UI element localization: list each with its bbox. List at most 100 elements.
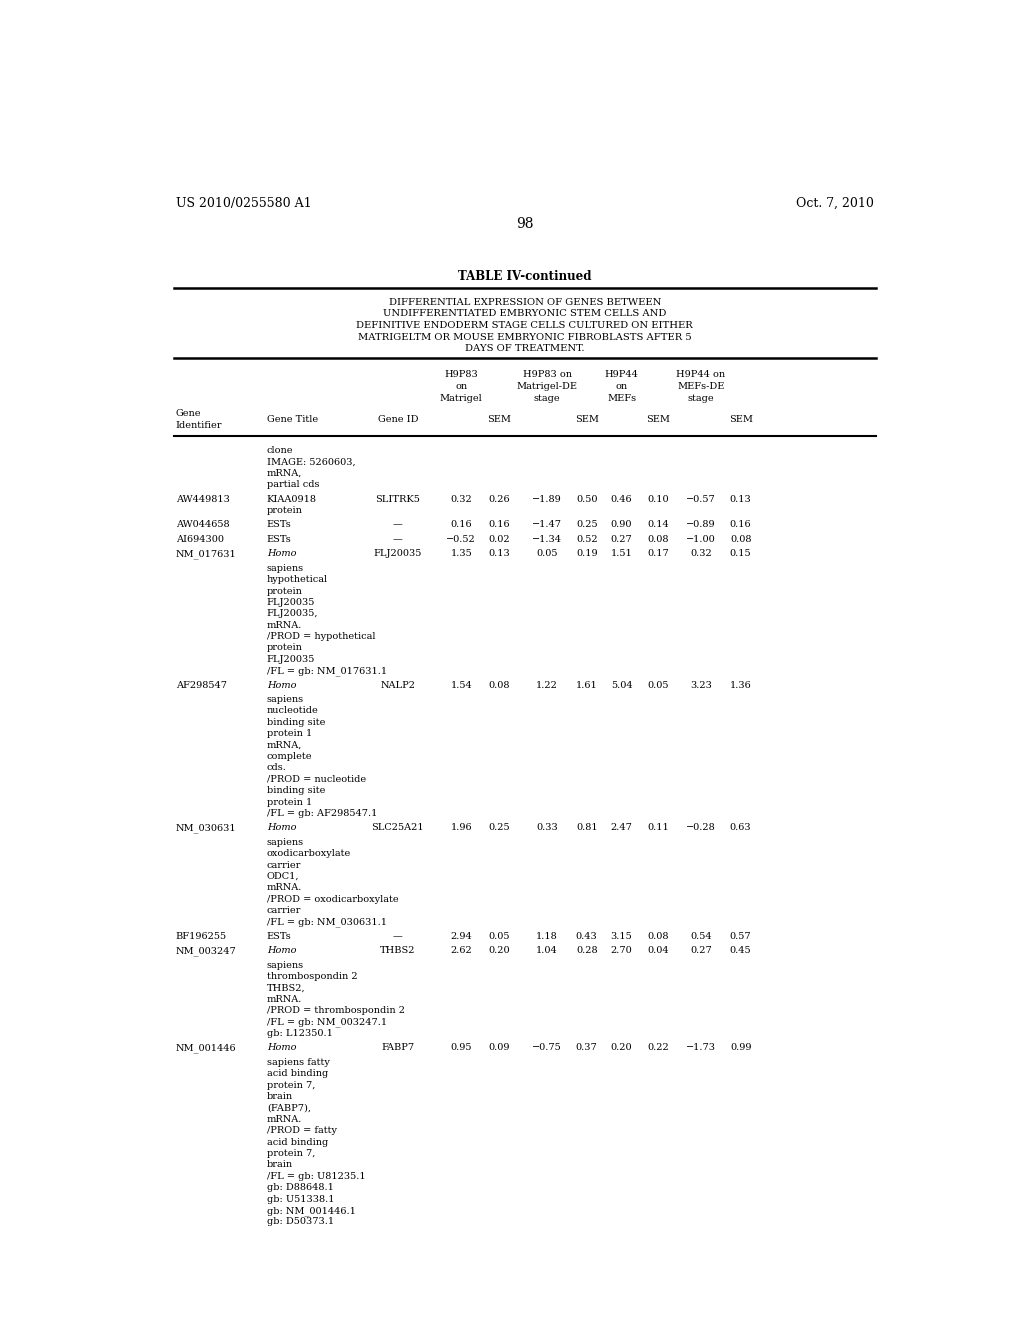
Text: −1.73: −1.73	[686, 1044, 716, 1052]
Text: AW044658: AW044658	[176, 520, 229, 529]
Text: 0.08: 0.08	[730, 535, 752, 544]
Text: 0.28: 0.28	[575, 946, 598, 956]
Text: AW449813: AW449813	[176, 495, 229, 504]
Text: sapiens: sapiens	[267, 961, 304, 970]
Text: gb: U51338.1: gb: U51338.1	[267, 1195, 335, 1204]
Text: SEM: SEM	[646, 416, 670, 424]
Text: protein 1: protein 1	[267, 729, 312, 738]
Text: AI694300: AI694300	[176, 535, 223, 544]
Text: SEM: SEM	[574, 416, 599, 424]
Text: ESTs: ESTs	[267, 520, 292, 529]
Text: 0.10: 0.10	[647, 495, 669, 504]
Text: TABLE IV-continued: TABLE IV-continued	[458, 271, 592, 284]
Text: 0.43: 0.43	[575, 932, 598, 941]
Text: FLJ20035: FLJ20035	[267, 598, 315, 607]
Text: carrier: carrier	[267, 861, 301, 870]
Text: 0.08: 0.08	[647, 535, 669, 544]
Text: 0.04: 0.04	[647, 946, 669, 956]
Text: 1.35: 1.35	[451, 549, 472, 558]
Text: 2.62: 2.62	[451, 946, 472, 956]
Text: NM_003247: NM_003247	[176, 946, 237, 956]
Text: ESTs: ESTs	[267, 932, 292, 941]
Text: SEM: SEM	[487, 416, 511, 424]
Text: protein 7,: protein 7,	[267, 1081, 315, 1090]
Text: thrombospondin 2: thrombospondin 2	[267, 972, 357, 981]
Text: partial cds: partial cds	[267, 480, 319, 490]
Text: IMAGE: 5260603,: IMAGE: 5260603,	[267, 458, 355, 466]
Text: −0.75: −0.75	[532, 1044, 562, 1052]
Text: stage: stage	[534, 393, 560, 403]
Text: —: —	[393, 520, 402, 529]
Text: /FL = gb: AF298547.1: /FL = gb: AF298547.1	[267, 809, 377, 818]
Text: 0.08: 0.08	[647, 932, 669, 941]
Text: /PROD = thrombospondin 2: /PROD = thrombospondin 2	[267, 1006, 404, 1015]
Text: 0.09: 0.09	[488, 1044, 510, 1052]
Text: Oct. 7, 2010: Oct. 7, 2010	[796, 197, 873, 210]
Text: nucleotide: nucleotide	[267, 706, 318, 715]
Text: sapiens fatty: sapiens fatty	[267, 1057, 330, 1067]
Text: AF298547: AF298547	[176, 681, 226, 689]
Text: 0.27: 0.27	[690, 946, 712, 956]
Text: H9P83 on: H9P83 on	[522, 371, 571, 379]
Text: 0.37: 0.37	[575, 1044, 598, 1052]
Text: protein: protein	[267, 586, 303, 595]
Text: 0.11: 0.11	[647, 824, 669, 833]
Text: mRNA.: mRNA.	[267, 1115, 302, 1123]
Text: /PROD = fatty: /PROD = fatty	[267, 1126, 337, 1135]
Text: MATRIGELTM OR MOUSE EMBRYONIC FIBROBLASTS AFTER 5: MATRIGELTM OR MOUSE EMBRYONIC FIBROBLAST…	[358, 333, 691, 342]
Text: on: on	[456, 381, 467, 391]
Text: —: —	[393, 535, 402, 544]
Text: 0.13: 0.13	[730, 495, 752, 504]
Text: 0.54: 0.54	[690, 932, 712, 941]
Text: SEM: SEM	[729, 416, 753, 424]
Text: 0.16: 0.16	[488, 520, 510, 529]
Text: 1.18: 1.18	[537, 932, 558, 941]
Text: binding site: binding site	[267, 787, 326, 795]
Text: mRNA.: mRNA.	[267, 883, 302, 892]
Text: 0.13: 0.13	[488, 549, 510, 558]
Text: 1.22: 1.22	[537, 681, 558, 689]
Text: 0.63: 0.63	[730, 824, 752, 833]
Text: 3.15: 3.15	[610, 932, 633, 941]
Text: Matrigel: Matrigel	[440, 393, 482, 403]
Text: sapiens: sapiens	[267, 838, 304, 846]
Text: protein 7,: protein 7,	[267, 1148, 315, 1158]
Text: NM_017631: NM_017631	[176, 549, 237, 558]
Text: sapiens: sapiens	[267, 696, 304, 704]
Text: 0.81: 0.81	[575, 824, 598, 833]
Text: FLJ20035: FLJ20035	[374, 549, 422, 558]
Text: 0.50: 0.50	[575, 495, 597, 504]
Text: BF196255: BF196255	[176, 932, 226, 941]
Text: 1.54: 1.54	[451, 681, 472, 689]
Text: acid binding: acid binding	[267, 1138, 328, 1147]
Text: SLC25A21: SLC25A21	[372, 824, 424, 833]
Text: 98: 98	[516, 218, 534, 231]
Text: SLITRK5: SLITRK5	[376, 495, 420, 504]
Text: 0.26: 0.26	[488, 495, 510, 504]
Text: Homo: Homo	[267, 681, 296, 689]
Text: UNDIFFERENTIATED EMBRYONIC STEM CELLS AND: UNDIFFERENTIATED EMBRYONIC STEM CELLS AN…	[383, 309, 667, 318]
Text: NALP2: NALP2	[380, 681, 416, 689]
Text: H9P44: H9P44	[605, 371, 639, 379]
Text: 0.17: 0.17	[647, 549, 669, 558]
Text: 0.20: 0.20	[488, 946, 510, 956]
Text: −0.28: −0.28	[686, 824, 716, 833]
Text: DEFINITIVE ENDODERM STAGE CELLS CULTURED ON EITHER: DEFINITIVE ENDODERM STAGE CELLS CULTURED…	[356, 321, 693, 330]
Text: complete: complete	[267, 752, 312, 760]
Text: NM_030631: NM_030631	[176, 824, 237, 833]
Text: 0.05: 0.05	[537, 549, 558, 558]
Text: Gene: Gene	[176, 409, 201, 418]
Text: 0.45: 0.45	[730, 946, 752, 956]
Text: 0.33: 0.33	[537, 824, 558, 833]
Text: NM_001446: NM_001446	[176, 1044, 237, 1053]
Text: 0.05: 0.05	[647, 681, 669, 689]
Text: 0.90: 0.90	[611, 520, 633, 529]
Text: protein: protein	[267, 506, 303, 515]
Text: on: on	[615, 381, 628, 391]
Text: THBS2: THBS2	[380, 946, 416, 956]
Text: 0.25: 0.25	[488, 824, 510, 833]
Text: 2.70: 2.70	[610, 946, 633, 956]
Text: −1.34: −1.34	[532, 535, 562, 544]
Text: 0.52: 0.52	[575, 535, 598, 544]
Text: 5.04: 5.04	[610, 681, 633, 689]
